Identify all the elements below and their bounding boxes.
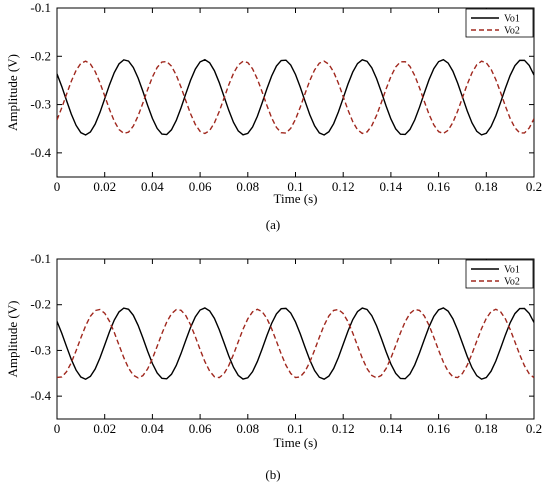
- x-tick-label: 0.08: [236, 179, 259, 194]
- x-tick-label: 0.1: [287, 179, 303, 194]
- x-tick-label: 0.06: [189, 179, 212, 194]
- chart-panel-2: 0 0.02 0.04 0.06 0.08 0.1 0.12 0.14 0.16 0.18 0.2 -…: [5, 251, 542, 482]
- x-tick-label: 0.18: [475, 179, 498, 194]
- panel-label: (b): [265, 467, 280, 482]
- x-tick-label: 0.16: [427, 421, 450, 436]
- series-line-vo1: [57, 58, 534, 136]
- x-tick-label: 0.02: [93, 179, 116, 194]
- chart-panel-1: 0 0.02 0.04 0.06 0.08 0.1 0.12 0.14 0.16 0.18 0.2 -…: [5, 0, 542, 232]
- panel-label: (a): [266, 217, 280, 232]
- x-tick-label: 0.04: [141, 179, 164, 194]
- x-tick-label: 0: [54, 179, 61, 194]
- legend-label-vo2: Vo2: [504, 26, 520, 37]
- y-tick-label: -0.2: [30, 48, 51, 63]
- x-tick-label: 0.16: [427, 179, 450, 194]
- x-tick-label: 0.2: [526, 421, 542, 436]
- x-tick-label: 0.02: [93, 421, 116, 436]
- series-line-vo1: [57, 307, 534, 381]
- legend-box: [465, 259, 534, 289]
- x-tick-label: 0: [54, 421, 61, 436]
- legend-box: [465, 8, 534, 38]
- plot-frame: [56, 7, 535, 178]
- x-tick-label: 0.2: [526, 179, 542, 194]
- y-tick-label: -0.1: [30, 251, 51, 266]
- x-tick-label: 0.06: [189, 421, 212, 436]
- y-tick-label: -0.4: [30, 388, 51, 403]
- series-line-vo2: [57, 308, 534, 379]
- x-tick-label: 0.04: [141, 421, 164, 436]
- plot-frame: [56, 258, 535, 420]
- legend-label-vo2: Vo2: [504, 277, 520, 288]
- x-tick-label: 0.12: [332, 421, 355, 436]
- y-tick-label: -0.3: [30, 342, 51, 357]
- x-tick-label: 0.18: [475, 421, 498, 436]
- y-axis-label: Amplitude (V): [5, 301, 20, 378]
- x-tick-label: 0.08: [236, 421, 259, 436]
- legend-label-vo1: Vo1: [504, 14, 520, 25]
- y-axis-label: Amplitude (V): [5, 54, 20, 131]
- y-tick-label: -0.3: [30, 97, 51, 112]
- x-tick-label: 0.14: [380, 179, 403, 194]
- x-tick-label: 0.1: [287, 421, 303, 436]
- x-tick-label: 0.12: [332, 179, 355, 194]
- x-tick-label: 0.14: [380, 421, 403, 436]
- legend-label-vo1: Vo1: [504, 265, 520, 276]
- series-line-vo2: [57, 60, 534, 135]
- y-tick-label: -0.4: [30, 145, 51, 160]
- y-tick-label: -0.1: [30, 0, 51, 15]
- x-axis-label: Time (s): [274, 191, 318, 206]
- x-axis-label: Time (s): [274, 435, 318, 450]
- y-tick-label: -0.2: [30, 297, 51, 312]
